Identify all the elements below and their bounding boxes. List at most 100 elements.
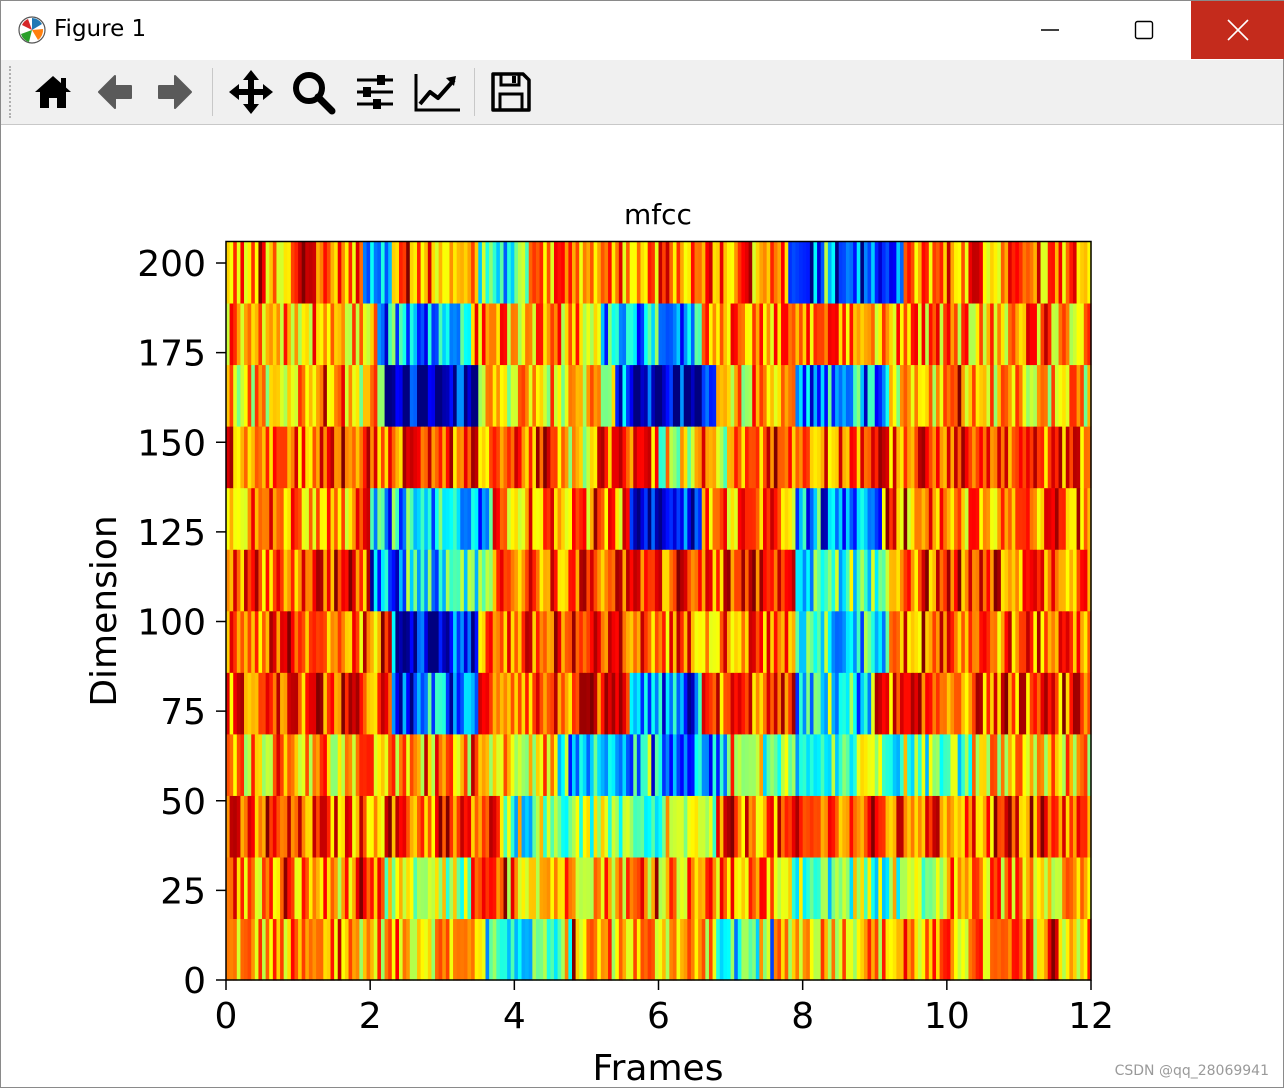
- heatmap-cell: [362, 795, 368, 858]
- figure-canvas[interactable]: 0 2 4 6 8 10 12 0 25 50 75 100 125 150 175 200 mfcc Fr…: [1, 125, 1283, 1089]
- heatmap-cell: [579, 733, 584, 796]
- pan-button[interactable]: [225, 66, 277, 118]
- x-tick-label: 4: [503, 996, 526, 1037]
- heatmap-cell: [406, 487, 411, 550]
- heatmap-cell: [889, 549, 894, 612]
- heatmap-cell: [326, 795, 332, 858]
- heatmap-cell: [1076, 672, 1081, 735]
- maximize-button[interactable]: [1097, 1, 1191, 59]
- minimize-button[interactable]: [1003, 1, 1097, 59]
- heatmap-cell: [330, 364, 335, 427]
- heatmap-cell: [557, 241, 562, 304]
- heatmap-cell: [726, 364, 732, 427]
- heatmap-cell: [1047, 487, 1052, 550]
- heatmap-cell: [539, 795, 544, 858]
- heatmap-cell: [644, 795, 649, 858]
- heatmap-cell: [928, 610, 934, 673]
- heatmap-cell: [615, 610, 620, 673]
- heatmap-cell: [438, 241, 443, 304]
- heatmap-cell: [561, 302, 566, 366]
- heatmap-cell: [586, 487, 591, 550]
- heatmap-cell: [395, 426, 400, 489]
- forward-button[interactable]: [149, 66, 201, 118]
- heatmap-cell: [705, 672, 710, 735]
- heatmap-cell: [377, 672, 382, 735]
- heatmap-cell: [449, 364, 454, 427]
- heatmap-cell: [337, 549, 342, 612]
- heatmap-cell: [997, 733, 1002, 796]
- heatmap-cell: [550, 426, 555, 489]
- heatmap-cell: [954, 672, 959, 735]
- heatmap-cell: [460, 918, 465, 981]
- zoom-button[interactable]: [287, 66, 339, 118]
- heatmap-cell: [939, 549, 944, 612]
- heatmap-cell: [262, 733, 267, 796]
- heatmap-cell: [355, 918, 360, 981]
- heatmap-cell: [918, 918, 923, 981]
- heatmap-cell: [881, 672, 887, 735]
- close-icon: [1227, 19, 1249, 41]
- toolbar-grip[interactable]: [9, 66, 15, 118]
- save-button[interactable]: [485, 66, 537, 118]
- heatmap-cell: [395, 856, 400, 920]
- heatmap-cell: [1054, 302, 1060, 366]
- heatmap-cell: [424, 610, 429, 673]
- heatmap-cell: [827, 733, 833, 796]
- heatmap-cell: [950, 364, 955, 427]
- heatmap-cell: [903, 364, 908, 427]
- heatmap-cell: [517, 795, 523, 858]
- edit-axis-button[interactable]: [411, 66, 463, 118]
- heatmap-cell: [467, 426, 472, 489]
- heatmap-cell: [918, 426, 923, 489]
- heatmap-cell: [1033, 610, 1038, 673]
- heatmap-cell: [676, 733, 681, 796]
- heatmap-cell: [997, 487, 1002, 550]
- heatmap-cell: [910, 241, 915, 304]
- floppy-disk-icon: [491, 72, 531, 112]
- heatmap-cell: [957, 302, 962, 366]
- heatmap-cell: [1062, 610, 1067, 673]
- heatmap-cell: [474, 856, 479, 920]
- heatmap-cell: [939, 487, 944, 550]
- heatmap-cell: [1018, 672, 1024, 735]
- heatmap-cell: [1026, 733, 1031, 796]
- heatmap-cell: [1051, 241, 1056, 304]
- x-tick-label: 8: [791, 996, 814, 1037]
- heatmap-cell: [939, 795, 944, 858]
- heatmap-cell: [514, 918, 519, 981]
- heatmap-cell: [388, 302, 393, 366]
- heatmap-cell: [708, 856, 714, 920]
- heatmap-cell: [633, 918, 638, 981]
- heatmap-cell: [975, 918, 980, 981]
- heatmap-cell: [370, 918, 375, 981]
- heatmap-cell: [748, 302, 753, 366]
- heatmap-cell: [849, 302, 854, 366]
- close-button[interactable]: [1191, 1, 1284, 59]
- title-bar[interactable]: Figure 1: [1, 1, 1284, 59]
- heatmap-cell: [633, 672, 638, 735]
- heatmap-cell: [845, 241, 851, 304]
- configure-subplots-button[interactable]: [349, 66, 401, 118]
- heatmap-cell: [763, 795, 768, 858]
- back-button[interactable]: [89, 66, 141, 118]
- heatmap-cell: [355, 795, 360, 858]
- heatmap-cell: [384, 672, 389, 735]
- heatmap-cell: [402, 487, 407, 550]
- heatmap-cell: [1051, 672, 1056, 735]
- heatmap-cell: [867, 487, 872, 550]
- heatmap-cell: [226, 672, 231, 735]
- heatmap-cell: [954, 856, 959, 920]
- heatmap-cell: [932, 241, 937, 304]
- heatmap-cell: [975, 487, 980, 550]
- heatmap-cell: [791, 795, 797, 858]
- y-axis-label: Dimension: [84, 515, 125, 706]
- heatmap-cell: [298, 856, 303, 920]
- heatmap-cell: [741, 549, 746, 612]
- heatmap-cell: [672, 549, 678, 612]
- home-button[interactable]: [27, 66, 79, 118]
- heatmap-cell: [752, 918, 757, 981]
- heatmap-cell: [582, 918, 588, 981]
- heatmap-cell: [835, 672, 840, 735]
- heatmap-cell: [871, 549, 876, 612]
